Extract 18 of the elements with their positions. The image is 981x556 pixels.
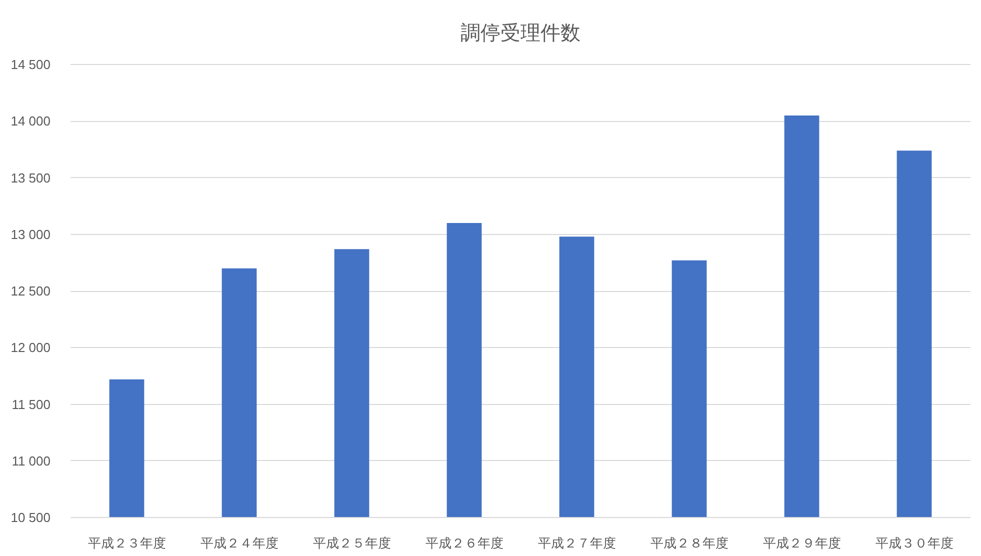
y-tick-label: 12 000 [10, 340, 51, 356]
y-tick-label: 14 000 [10, 114, 51, 129]
x-tick-label: 平成２９年度 [762, 536, 841, 550]
x-tick-label: 平成２５年度 [312, 536, 391, 550]
y-tick-label: 13 000 [10, 226, 51, 242]
y-tick-label: 12 500 [10, 284, 51, 298]
x-tick-label: 平成２３年度 [88, 536, 166, 550]
x-tick-label: 平成２７年度 [538, 536, 616, 550]
y-tick-label: 10 500 [10, 510, 51, 525]
chart-title: 調停受理件数 [460, 22, 580, 44]
x-tick-label: 平成２８年度 [650, 536, 728, 550]
y-tick-label: 13 500 [10, 170, 51, 186]
y-tick-label: 11 000 [12, 453, 50, 468]
x-tick-label: 平成３０年度 [875, 536, 954, 550]
y-tick-label: 14 500 [10, 57, 51, 72]
x-tick-label: 平成２６年度 [425, 536, 504, 550]
y-tick-label: 11 500 [12, 396, 50, 412]
x-tick-label: 平成２４年度 [200, 536, 278, 550]
